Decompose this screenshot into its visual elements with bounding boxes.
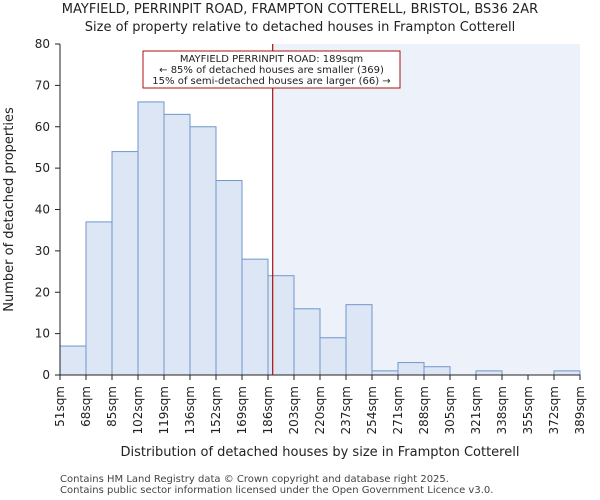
annotation-line-2: ← 85% of detached houses are smaller (36… — [159, 65, 384, 76]
y-tick-label: 0 — [42, 368, 50, 382]
histogram-bar — [397, 362, 425, 376]
histogram-bar — [59, 345, 87, 376]
x-tick-label: 119sqm — [157, 386, 171, 434]
chart-title: MAYFIELD, PERRINPIT ROAD, FRAMPTON COTTE… — [61, 2, 539, 17]
x-tick-label: 288sqm — [417, 386, 431, 434]
x-tick-label: 305sqm — [443, 386, 457, 434]
histogram-bar — [215, 180, 243, 376]
histogram-bar — [553, 370, 581, 376]
x-tick-label: 203sqm — [287, 386, 301, 434]
chart-subtitle: Size of property relative to detached ho… — [84, 20, 516, 35]
annotation-line-1: MAYFIELD PERRINPIT ROAD: 189sqm — [180, 54, 363, 65]
histogram-bar — [475, 370, 503, 376]
footer-copyright: Contains HM Land Registry data © Crown c… — [60, 474, 449, 485]
histogram-bar — [85, 221, 113, 376]
x-tick-label: 136sqm — [183, 386, 197, 434]
histogram-bar — [371, 370, 399, 376]
x-tick-label: 51sqm — [53, 386, 67, 427]
y-tick-label: 30 — [35, 244, 50, 258]
x-tick-label: 372sqm — [547, 386, 561, 434]
x-tick-label: 355sqm — [521, 386, 535, 434]
histogram-bar — [267, 275, 295, 376]
histogram-chart: 0 10 20 30 40 50 60 70 80 51sqm 68sqm 85sqm 102sqm 11… — [2, 37, 587, 460]
histogram-bar — [345, 304, 373, 376]
y-tick-label: 10 — [35, 327, 50, 341]
y-tick-label: 80 — [35, 37, 50, 51]
x-tick-label: 220sqm — [313, 386, 327, 434]
x-tick-label: 321sqm — [469, 386, 483, 434]
x-tick-label: 254sqm — [365, 386, 379, 434]
x-tick-label: 237sqm — [339, 386, 353, 434]
histogram-bar — [111, 151, 139, 376]
histogram-bar — [189, 126, 217, 376]
footer-licence: Contains public sector information licen… — [60, 485, 494, 496]
y-tick-label: 60 — [35, 120, 50, 134]
histogram-bar — [163, 113, 191, 376]
histogram-bar — [319, 337, 347, 376]
x-tick-label: 389sqm — [573, 386, 587, 434]
x-tick-label: 152sqm — [209, 386, 223, 434]
histogram-bar — [293, 308, 321, 376]
y-axis-label: Number of detached properties — [2, 107, 17, 312]
annotation-box — [142, 50, 401, 89]
y-tick-label: 50 — [35, 161, 50, 175]
histogram-bar — [241, 258, 269, 376]
histogram-bar — [423, 366, 451, 376]
x-tick-label: 169sqm — [235, 386, 249, 434]
y-tick-label: 20 — [35, 285, 50, 299]
x-axis-label: Distribution of detached houses by size … — [121, 445, 520, 460]
x-tick-label: 102sqm — [131, 386, 145, 434]
x-tick-label: 271sqm — [391, 386, 405, 434]
y-tick-label: 70 — [35, 78, 50, 92]
x-tick-label: 338sqm — [495, 386, 509, 434]
annotation-line-3: 15% of semi-detached houses are larger (… — [152, 76, 390, 87]
x-tick-label: 186sqm — [261, 386, 275, 434]
x-tick-label: 85sqm — [105, 386, 119, 427]
y-tick-label: 40 — [35, 203, 50, 217]
larger-region-shade — [272, 44, 580, 375]
histogram-bar — [137, 101, 165, 376]
x-tick-label: 68sqm — [79, 386, 93, 427]
